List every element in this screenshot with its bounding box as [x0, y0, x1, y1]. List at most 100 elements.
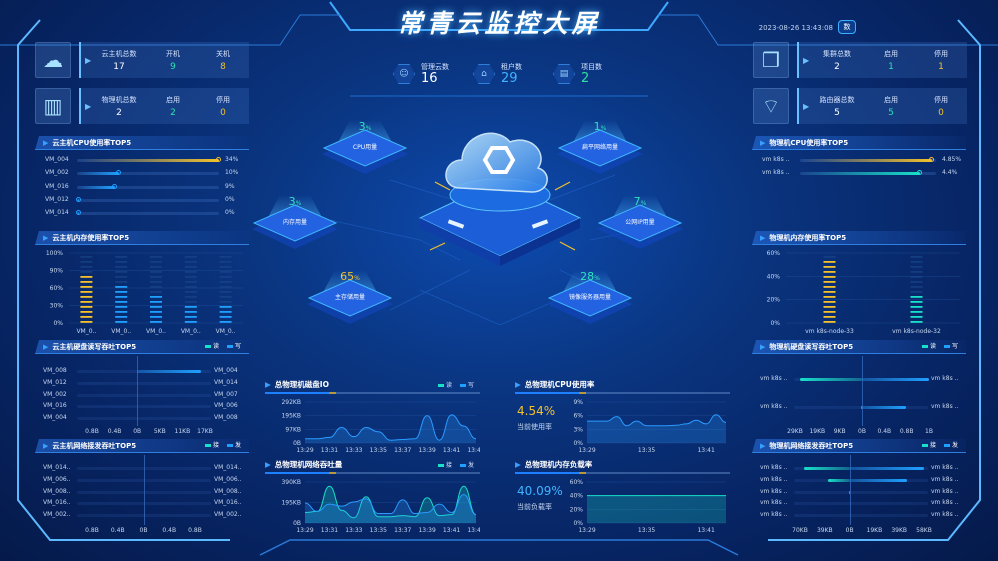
screen-toggle-button[interactable]: 数	[838, 20, 856, 34]
usage-tile[interactable]: 3% 内存用量	[250, 195, 340, 250]
table-row[interactable]: VM_002.. VM_002..	[35, 510, 249, 520]
table-row[interactable]: VM_002 VM_007	[35, 390, 249, 400]
section-title: 云主机网络接发吞吐TOP5	[52, 442, 137, 450]
line-chart: 0B 195KB 390KB 13:29 13:31 13:33 13:35 13:37 13:…	[281, 479, 480, 534]
memory-bar-chart: 0% 30% 60% 90% 100% VM_0.. VM_0.. VM_0.. VM_0.. V…	[46, 250, 243, 335]
current-label: 当前负载率	[517, 503, 552, 511]
legend-item[interactable]: 接	[204, 439, 219, 453]
list-item[interactable]: vm k8s .. 4.85%	[752, 155, 966, 165]
legend-item[interactable]: 读	[204, 340, 219, 354]
progress-fill	[77, 172, 119, 176]
list-item[interactable]: vm k8s .. 4.4%	[752, 168, 966, 178]
table-row[interactable]: VM_014.. VM_014..	[35, 463, 249, 473]
section-header: ▶ 物理机CPU使用率TOP5	[752, 136, 966, 150]
line-chart: 0% 20% 40% 60% 13:29 13:35 13:41	[570, 479, 726, 534]
section-title: 物理机网络接发吞吐TOP5	[769, 442, 854, 450]
usage-tile[interactable]: 65% 主存储用量	[305, 270, 395, 325]
usage-tile[interactable]: 3% CPU用量	[320, 120, 410, 175]
legend-item[interactable]: 写	[460, 380, 474, 389]
usage-tile[interactable]: 1% 扁平网络用量	[555, 120, 645, 175]
usage-tile[interactable]: 7% 公网IP用量	[595, 195, 685, 250]
x-axis: 0.8B 0.4B 0B 0.4B 0.8B	[35, 527, 249, 535]
item-name: VM_004	[45, 156, 69, 163]
table-row[interactable]: vm k8s .. vm k8s ..	[752, 475, 966, 485]
legend-item[interactable]: 发	[943, 439, 958, 453]
stat-card-info: ▶ 集群总数 2 启用 1 停用 1	[797, 42, 967, 78]
table-row[interactable]: VM_006.. VM_006..	[35, 475, 249, 485]
legend-item[interactable]: 读	[438, 380, 452, 389]
x-tick-label: 13:31	[321, 527, 338, 534]
table-row[interactable]: VM_012 VM_014	[35, 378, 249, 388]
chart-title: ▶ 总物理机CPU使用率	[515, 380, 595, 389]
item-name: VM_016	[45, 182, 69, 190]
list-item[interactable]: VM_014 0%	[35, 208, 249, 218]
tile-value: 65%	[340, 270, 360, 283]
axis-center-line	[862, 356, 863, 426]
total-stat: 集群总数 2	[823, 49, 851, 72]
progress-handle	[928, 157, 934, 162]
progress-fill	[77, 159, 219, 162]
list-item[interactable]: VM_016 9%	[35, 182, 249, 192]
legend: 读写	[204, 340, 241, 354]
legend-item[interactable]: 发	[226, 439, 241, 453]
table-row[interactable]: vm k8s .. vm k8s ..	[752, 402, 966, 412]
right-name: VM_006	[214, 402, 238, 410]
legend-item[interactable]: 读	[921, 340, 936, 354]
tile-platform	[597, 195, 683, 249]
legend: 读写	[438, 380, 474, 389]
section-title: 物理机硬盘读写吞吐TOP5	[769, 343, 854, 351]
legend-item[interactable]: 接	[438, 460, 452, 469]
usage-tile[interactable]: 28% 镜像服务器用量	[545, 270, 635, 325]
chart-title: ▶ 总物理机网络吞吐量	[265, 460, 343, 469]
triangle-icon: ▶	[43, 343, 49, 351]
bar[interactable]	[150, 256, 162, 323]
bar-track	[77, 502, 211, 506]
series-line	[304, 485, 477, 519]
triangle-icon: ▶	[515, 380, 521, 389]
bar[interactable]	[184, 256, 197, 323]
bar[interactable]	[80, 256, 93, 323]
table-row[interactable]: vm k8s .. vm k8s ..	[752, 510, 966, 520]
legend-item[interactable]: 发	[460, 460, 474, 469]
left-name: VM_002	[43, 390, 67, 398]
list-item[interactable]: VM_004 34%	[35, 155, 249, 165]
table-row[interactable]: vm k8s .. vm k8s ..	[752, 374, 966, 384]
bar[interactable]	[115, 256, 128, 323]
table-row[interactable]: VM_008.. VM_008..	[35, 487, 249, 497]
table-row[interactable]: vm k8s .. vm k8s ..	[752, 463, 966, 473]
section-title: 物理机内存使用率TOP5	[769, 234, 847, 242]
x-tick-label: 13:37	[394, 527, 411, 534]
write-bar	[137, 370, 201, 373]
legend-item[interactable]: 写	[226, 340, 241, 354]
table-row[interactable]: VM_016.. VM_016..	[35, 498, 249, 508]
stat-card: ▥ ▶ 物理机总数 2 启用 2 停用 0	[35, 88, 249, 124]
table-row[interactable]: VM_008 VM_004	[35, 366, 249, 376]
legend-item[interactable]: 写	[943, 340, 958, 354]
off-stat: 停用 0	[934, 95, 948, 118]
x-tick-label: 13:43	[467, 527, 480, 534]
table-row[interactable]: VM_004 VM_008	[35, 413, 249, 423]
bar[interactable]	[823, 256, 836, 323]
table-row[interactable]: VM_016 VM_006	[35, 401, 249, 411]
project-icon: ▤	[553, 64, 575, 84]
stat-card-info: ▶ 云主机总数 17 开机 9 关机 8	[79, 42, 249, 78]
legend-item[interactable]: 接	[921, 439, 936, 453]
list-item[interactable]: VM_002 10%	[35, 168, 249, 178]
datetime: 2023-08-26 13:43:08	[758, 24, 833, 32]
x-tick-label: 0.4B	[162, 527, 177, 534]
butterfly-bar-chart: VM_014.. VM_014.. VM_006.. VM_006.. VM_008..…	[35, 455, 249, 537]
triangle-icon: ▶	[265, 460, 271, 469]
item-value: 0%	[225, 195, 235, 203]
list-item[interactable]: VM_012 0%	[35, 195, 249, 205]
y-tick-label: 97KB	[285, 426, 301, 433]
line-chart: 0B 97KB 195KB 292KB 13:29 13:31 13:33 13:35 13:3…	[281, 399, 480, 454]
bar[interactable]	[910, 256, 923, 323]
bar[interactable]	[219, 256, 232, 323]
progress-fill	[800, 159, 932, 162]
section-header: ▶ 云主机内存使用率TOP5	[35, 231, 249, 245]
legend: 接发	[204, 439, 241, 453]
x-tick-label: 0.8B	[188, 527, 202, 534]
table-row[interactable]: vm k8s .. vm k8s ..	[752, 498, 966, 508]
table-row[interactable]: vm k8s .. vm k8s ..	[752, 487, 966, 497]
triangle-icon: ▶	[265, 380, 271, 389]
